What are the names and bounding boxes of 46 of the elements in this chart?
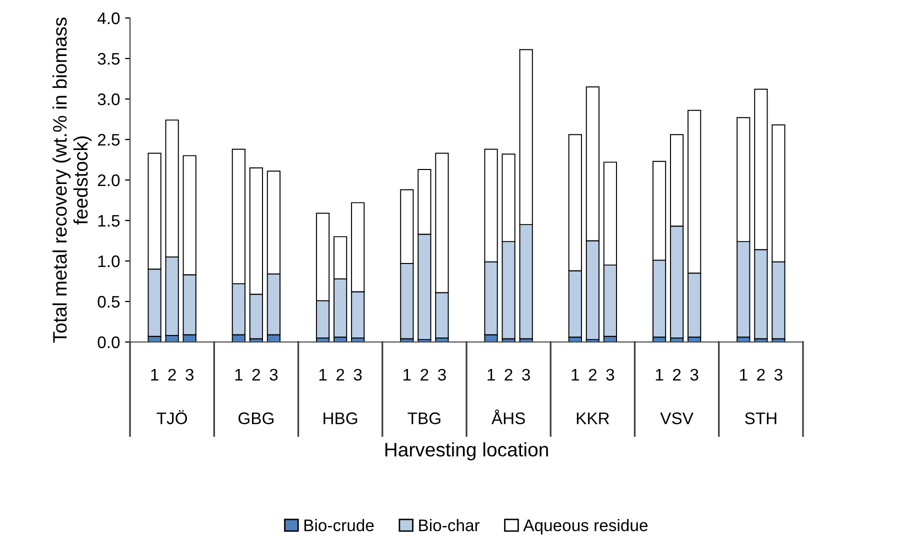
x-tick-label: 3 — [186, 368, 194, 381]
text: STH — [745, 412, 776, 424]
legend-label: Bio-crude — [304, 519, 374, 532]
text: VSV — [660, 412, 694, 424]
x-tick-label: 3 — [270, 368, 278, 381]
y-tick-label: 1.0 — [98, 255, 120, 268]
y-axis-title: Total metal recovery (wt.% in biomass feedstock) — [52, 18, 92, 343]
x-tick-label: 2 — [168, 368, 176, 380]
text: HBG — [324, 412, 358, 424]
x-tick-label: 3 — [774, 368, 782, 381]
x-tick-label: 3 — [354, 368, 362, 381]
y-tick-label: 0.0 — [98, 336, 120, 348]
x-tick-label: 1 — [488, 369, 495, 380]
legend-label: Aqueous residue — [523, 519, 648, 535]
y-tick-label: 2.0 — [98, 174, 120, 186]
y-tick-label: 1.5 — [98, 215, 120, 227]
x-tick-label: 3 — [690, 368, 698, 381]
y-tick-label: 3.0 — [98, 93, 120, 106]
y-tick-label: 0.5 — [98, 296, 120, 308]
x-tick-label: 1 — [235, 369, 242, 380]
x-tick-label: 1 — [656, 369, 664, 380]
x-tick-label: 1 — [404, 369, 411, 380]
x-tick-label: 3 — [606, 368, 614, 381]
text: TBG — [408, 412, 440, 424]
x-tick-label: 1 — [572, 369, 579, 380]
x-tick-label: 1 — [319, 369, 327, 380]
x-tick-label: 2 — [420, 368, 428, 380]
x-tick-label: 3 — [438, 368, 446, 381]
text: ÅHS — [491, 409, 525, 424]
y-tick-label: 2.5 — [98, 134, 120, 146]
x-tick-label: 2 — [504, 368, 512, 380]
x-tick-label: 1 — [151, 369, 158, 380]
x-tick-label: 2 — [252, 368, 260, 380]
x-tick-label: 2 — [336, 368, 344, 380]
text: KKR — [576, 412, 610, 424]
x-axis-title: Harvesting location — [385, 442, 548, 460]
x-tick-label: 2 — [673, 368, 681, 380]
text: GBG — [238, 412, 274, 424]
y-tick-label: 3.5 — [98, 52, 120, 65]
x-tick-label: 2 — [588, 368, 596, 380]
x-tick-label: 2 — [757, 368, 765, 380]
x-tick-label: 1 — [740, 369, 748, 380]
x-tick-label: 3 — [522, 368, 530, 381]
y-tick-label: 4.0 — [97, 12, 120, 24]
text: TJÖ — [156, 410, 188, 424]
legend-label: Bio-char — [419, 519, 480, 532]
